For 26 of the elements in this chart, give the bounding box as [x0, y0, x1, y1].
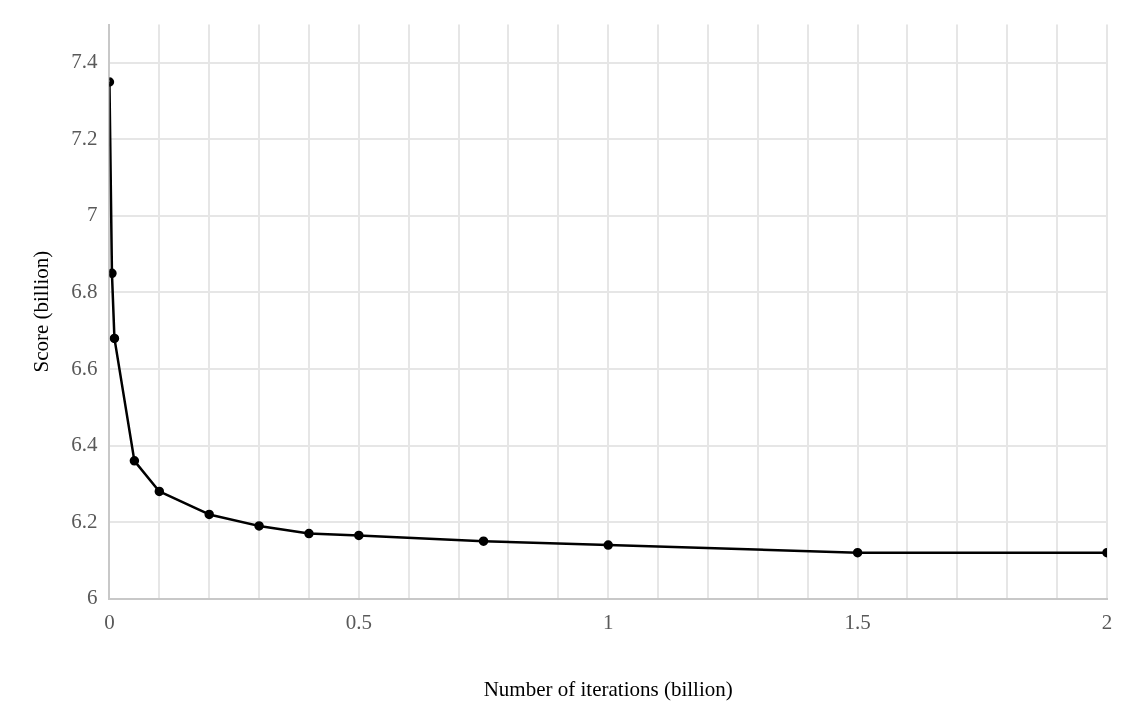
point [109, 333, 120, 344]
x-tick-label: 2 [1101, 609, 1113, 634]
y-axis-title: Score (billion) [29, 250, 54, 373]
point [254, 521, 264, 531]
point [304, 528, 314, 539]
point [129, 456, 140, 466]
point [603, 540, 613, 550]
point [204, 509, 214, 520]
point [154, 486, 165, 497]
point [354, 530, 364, 541]
y-tick-label: 6.6 [71, 355, 98, 380]
y-tick-label: 7.4 [71, 49, 98, 74]
point [109, 268, 117, 279]
x-tick-label: 0.5 [345, 609, 372, 634]
point [852, 547, 863, 558]
y-tick-label: 6.4 [71, 432, 98, 457]
x-tick-label: 1.5 [844, 609, 871, 634]
y-tick-label: 7 [86, 202, 98, 227]
x-tick-label: 1 [602, 609, 614, 634]
point [478, 536, 489, 546]
y-tick-label: 6.8 [71, 278, 98, 303]
x-tick-label: 0 [104, 609, 115, 634]
x-axis-title: Number of iterations (billion) [483, 676, 733, 701]
y-tick-label: 7.2 [71, 125, 98, 150]
y-tick-label: 6.2 [71, 508, 98, 533]
y-tick-label: 6 [86, 585, 98, 610]
